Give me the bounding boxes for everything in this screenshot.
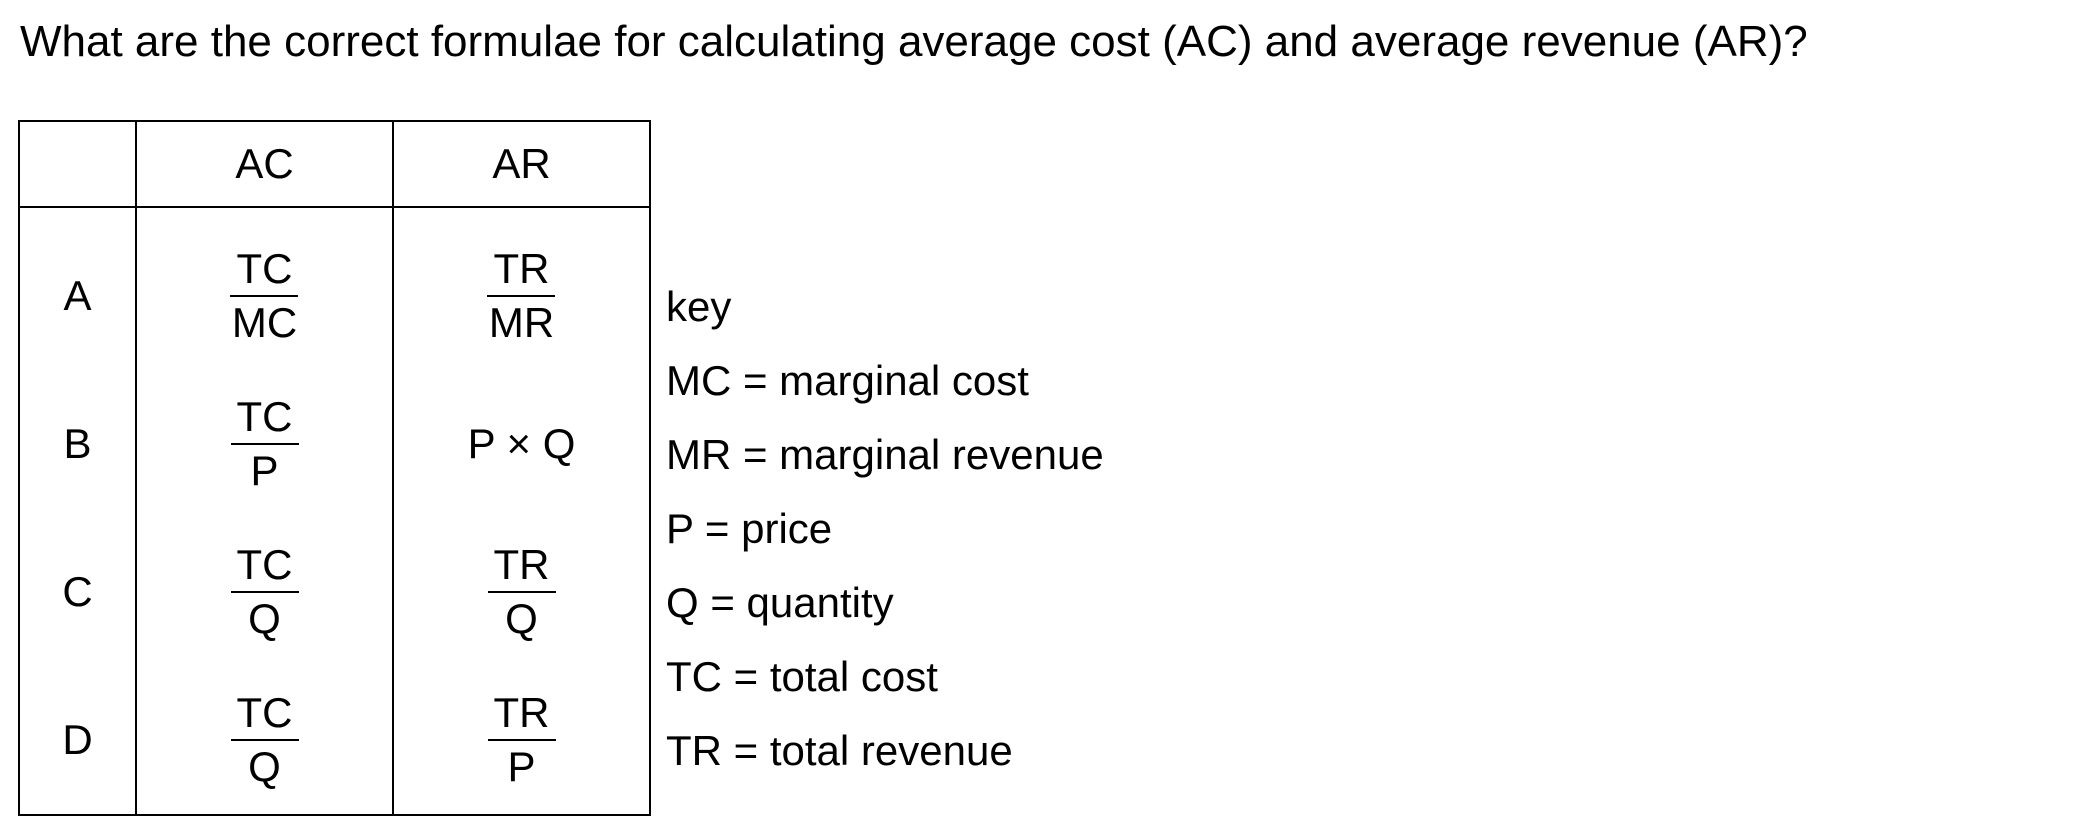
fraction: TR P <box>487 689 556 791</box>
header-row: AC AR <box>18 120 651 208</box>
fraction: TC Q <box>230 689 299 791</box>
question-text: What are the correct formulae for calcul… <box>20 17 1808 66</box>
denominator: Q <box>505 595 538 642</box>
numerator: TC <box>230 689 299 741</box>
option-letter-d: D <box>18 666 137 816</box>
fraction: TC MC <box>226 245 303 347</box>
key-title: key <box>666 283 732 330</box>
option-row-c: C TC Q TR Q <box>18 518 651 666</box>
option-d-ar: TR P <box>392 666 651 816</box>
option-row-d: D TC Q TR P <box>18 666 651 816</box>
key-item-p: P = price <box>666 505 833 552</box>
fraction: TC Q <box>230 541 299 643</box>
key-item-tc: TC = total cost <box>666 653 938 700</box>
option-b-ar: P × Q <box>392 370 651 518</box>
header-ac: AC <box>135 120 394 208</box>
option-b-ac: TC P <box>135 370 394 518</box>
key-item-mc: MC = marginal cost <box>666 357 1029 404</box>
denominator: MR <box>488 299 555 346</box>
option-row-a: A TC MC TR MR <box>18 207 651 370</box>
denominator: Q <box>248 743 281 790</box>
denominator: P <box>507 743 536 790</box>
numerator: TC <box>230 245 299 297</box>
numerator: TR <box>487 541 556 593</box>
numerator: TC <box>230 541 299 593</box>
option-letter-b: B <box>18 370 137 518</box>
key-item-mr: MR = marginal revenue <box>666 431 1104 478</box>
denominator: P <box>250 447 279 494</box>
option-a-ac: TC MC <box>135 207 394 370</box>
fraction: TR MR <box>483 245 560 347</box>
header-ar: AR <box>392 120 651 208</box>
option-letter-a: A <box>18 207 137 370</box>
option-a-ar: TR MR <box>392 207 651 370</box>
fraction: TC P <box>230 393 299 495</box>
option-letter-c: C <box>18 518 137 666</box>
numerator: TR <box>487 689 556 741</box>
key-item-tr: TR = total revenue <box>666 727 1013 774</box>
denominator: MC <box>231 299 298 346</box>
option-c-ac: TC Q <box>135 518 394 666</box>
fraction: TR Q <box>487 541 556 643</box>
product-formula: P × Q <box>467 420 576 467</box>
numerator: TR <box>487 245 556 297</box>
numerator: TC <box>230 393 299 445</box>
option-d-ac: TC Q <box>135 666 394 816</box>
header-blank-cell <box>18 120 137 208</box>
key-item-q: Q = quantity <box>666 579 894 626</box>
denominator: Q <box>248 595 281 642</box>
option-c-ar: TR Q <box>392 518 651 666</box>
key-legend: key MC = marginal cost MR = marginal rev… <box>666 270 1104 788</box>
option-row-b: B TC P P × Q <box>18 370 651 518</box>
options-table: AC AR A TC MC TR MR B TC <box>18 120 651 816</box>
